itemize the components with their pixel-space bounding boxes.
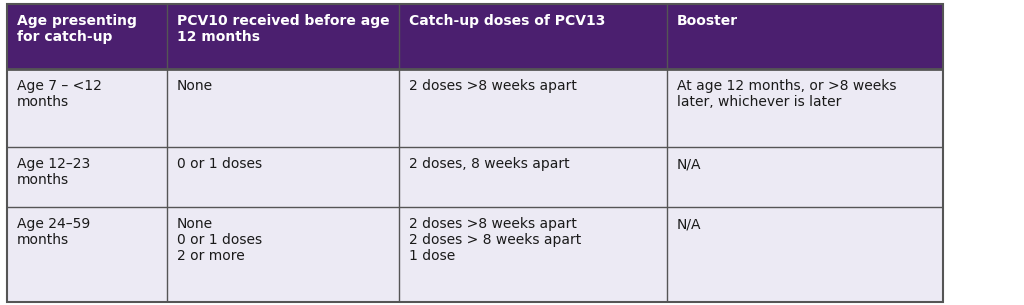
Bar [667, 69, 943, 147]
Text: PCV10 received before age
12 months: PCV10 received before age 12 months [177, 14, 389, 44]
Bar [7, 147, 167, 207]
Text: Catch-up doses of PCV13: Catch-up doses of PCV13 [409, 14, 605, 28]
Bar [667, 207, 943, 302]
Bar [167, 147, 399, 207]
Text: Age presenting
for catch-up: Age presenting for catch-up [17, 14, 137, 44]
Bar [667, 147, 943, 207]
Text: Age 12–23
months: Age 12–23 months [17, 157, 90, 187]
Bar [399, 147, 667, 207]
Bar [167, 4, 399, 69]
Bar [667, 4, 943, 69]
Text: Booster: Booster [677, 14, 738, 28]
Bar [167, 207, 399, 302]
Bar [7, 69, 167, 147]
Bar [7, 4, 167, 69]
Text: 2 doses, 8 weeks apart: 2 doses, 8 weeks apart [409, 157, 569, 171]
Bar [399, 207, 667, 302]
Text: None
0 or 1 doses
2 or more: None 0 or 1 doses 2 or more [177, 217, 262, 264]
Text: None: None [177, 79, 213, 93]
Text: N/A: N/A [677, 217, 701, 231]
Text: Age 7 – <12
months: Age 7 – <12 months [17, 79, 101, 109]
Text: 2 doses >8 weeks apart: 2 doses >8 weeks apart [409, 79, 577, 93]
Bar [167, 69, 399, 147]
Text: 2 doses >8 weeks apart
2 doses > 8 weeks apart
1 dose: 2 doses >8 weeks apart 2 doses > 8 weeks… [409, 217, 582, 264]
Bar [7, 207, 167, 302]
Bar [399, 69, 667, 147]
Text: N/A: N/A [677, 157, 701, 171]
Text: At age 12 months, or >8 weeks
later, whichever is later: At age 12 months, or >8 weeks later, whi… [677, 79, 896, 109]
Text: 0 or 1 doses: 0 or 1 doses [177, 157, 262, 171]
Bar [399, 4, 667, 69]
Text: Age 24–59
months: Age 24–59 months [17, 217, 90, 247]
